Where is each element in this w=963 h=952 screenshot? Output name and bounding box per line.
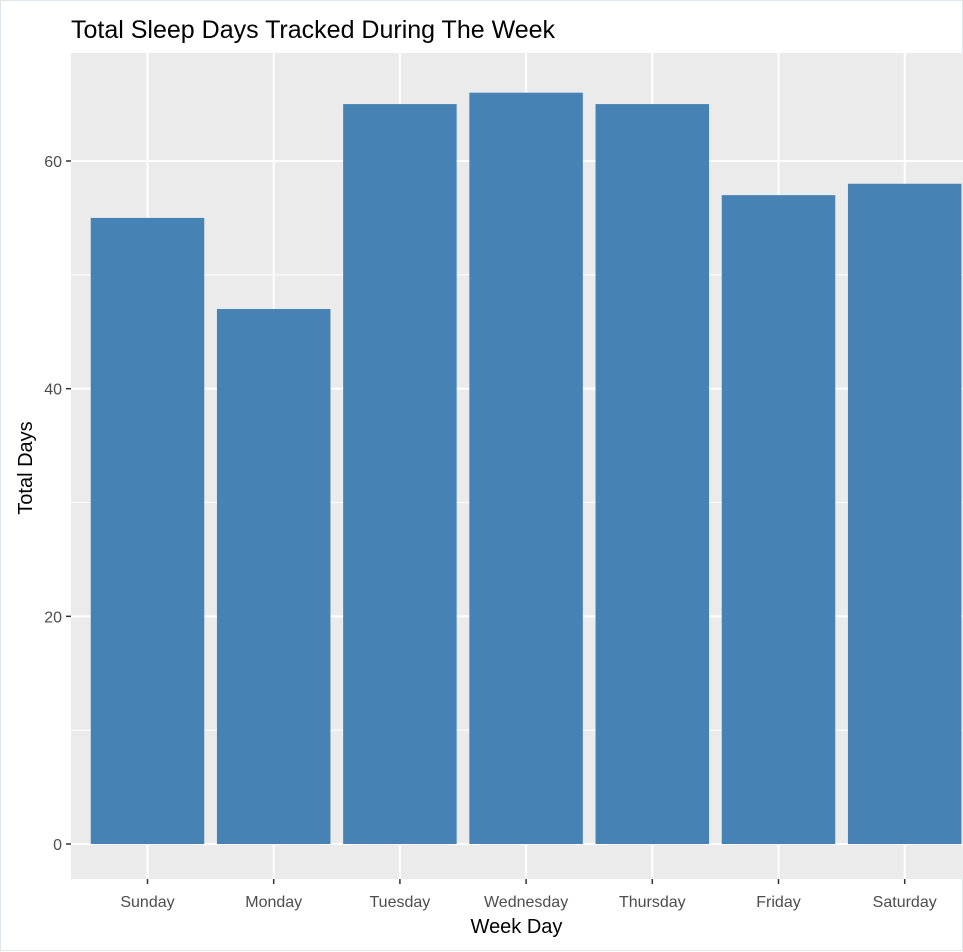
y-tick-label: 60 <box>44 154 62 171</box>
y-axis: 0 20 40 60 <box>44 154 71 854</box>
x-tick-label: Thursday <box>619 894 686 911</box>
x-tick-label: Wednesday <box>484 894 568 911</box>
x-axis-title: Week Day <box>471 916 563 938</box>
x-tick-label: Monday <box>245 894 302 911</box>
bar-wednesday <box>469 92 583 844</box>
bars <box>90 92 962 845</box>
x-tick-label: Sunday <box>120 894 174 911</box>
bar-tuesday <box>343 104 457 845</box>
x-tick-label: Tuesday <box>370 894 431 911</box>
bar-thursday <box>595 104 710 845</box>
y-tick-label: 20 <box>44 609 62 626</box>
y-tick-label: 0 <box>53 837 62 854</box>
y-tick-label: 40 <box>44 382 62 399</box>
x-axis: Sunday Monday Tuesday Wednesday Thursday Frid… <box>120 879 937 911</box>
chart-title: Total Sleep Days Tracked During The Week <box>71 16 556 44</box>
y-axis-title: Total Days <box>15 421 37 514</box>
bar-friday <box>721 195 836 844</box>
bar-sunday <box>90 217 205 844</box>
bar-saturday <box>847 183 962 844</box>
x-tick-label: Saturday <box>873 894 937 911</box>
bar-monday <box>216 308 331 844</box>
x-tick-label: Friday <box>756 894 800 911</box>
